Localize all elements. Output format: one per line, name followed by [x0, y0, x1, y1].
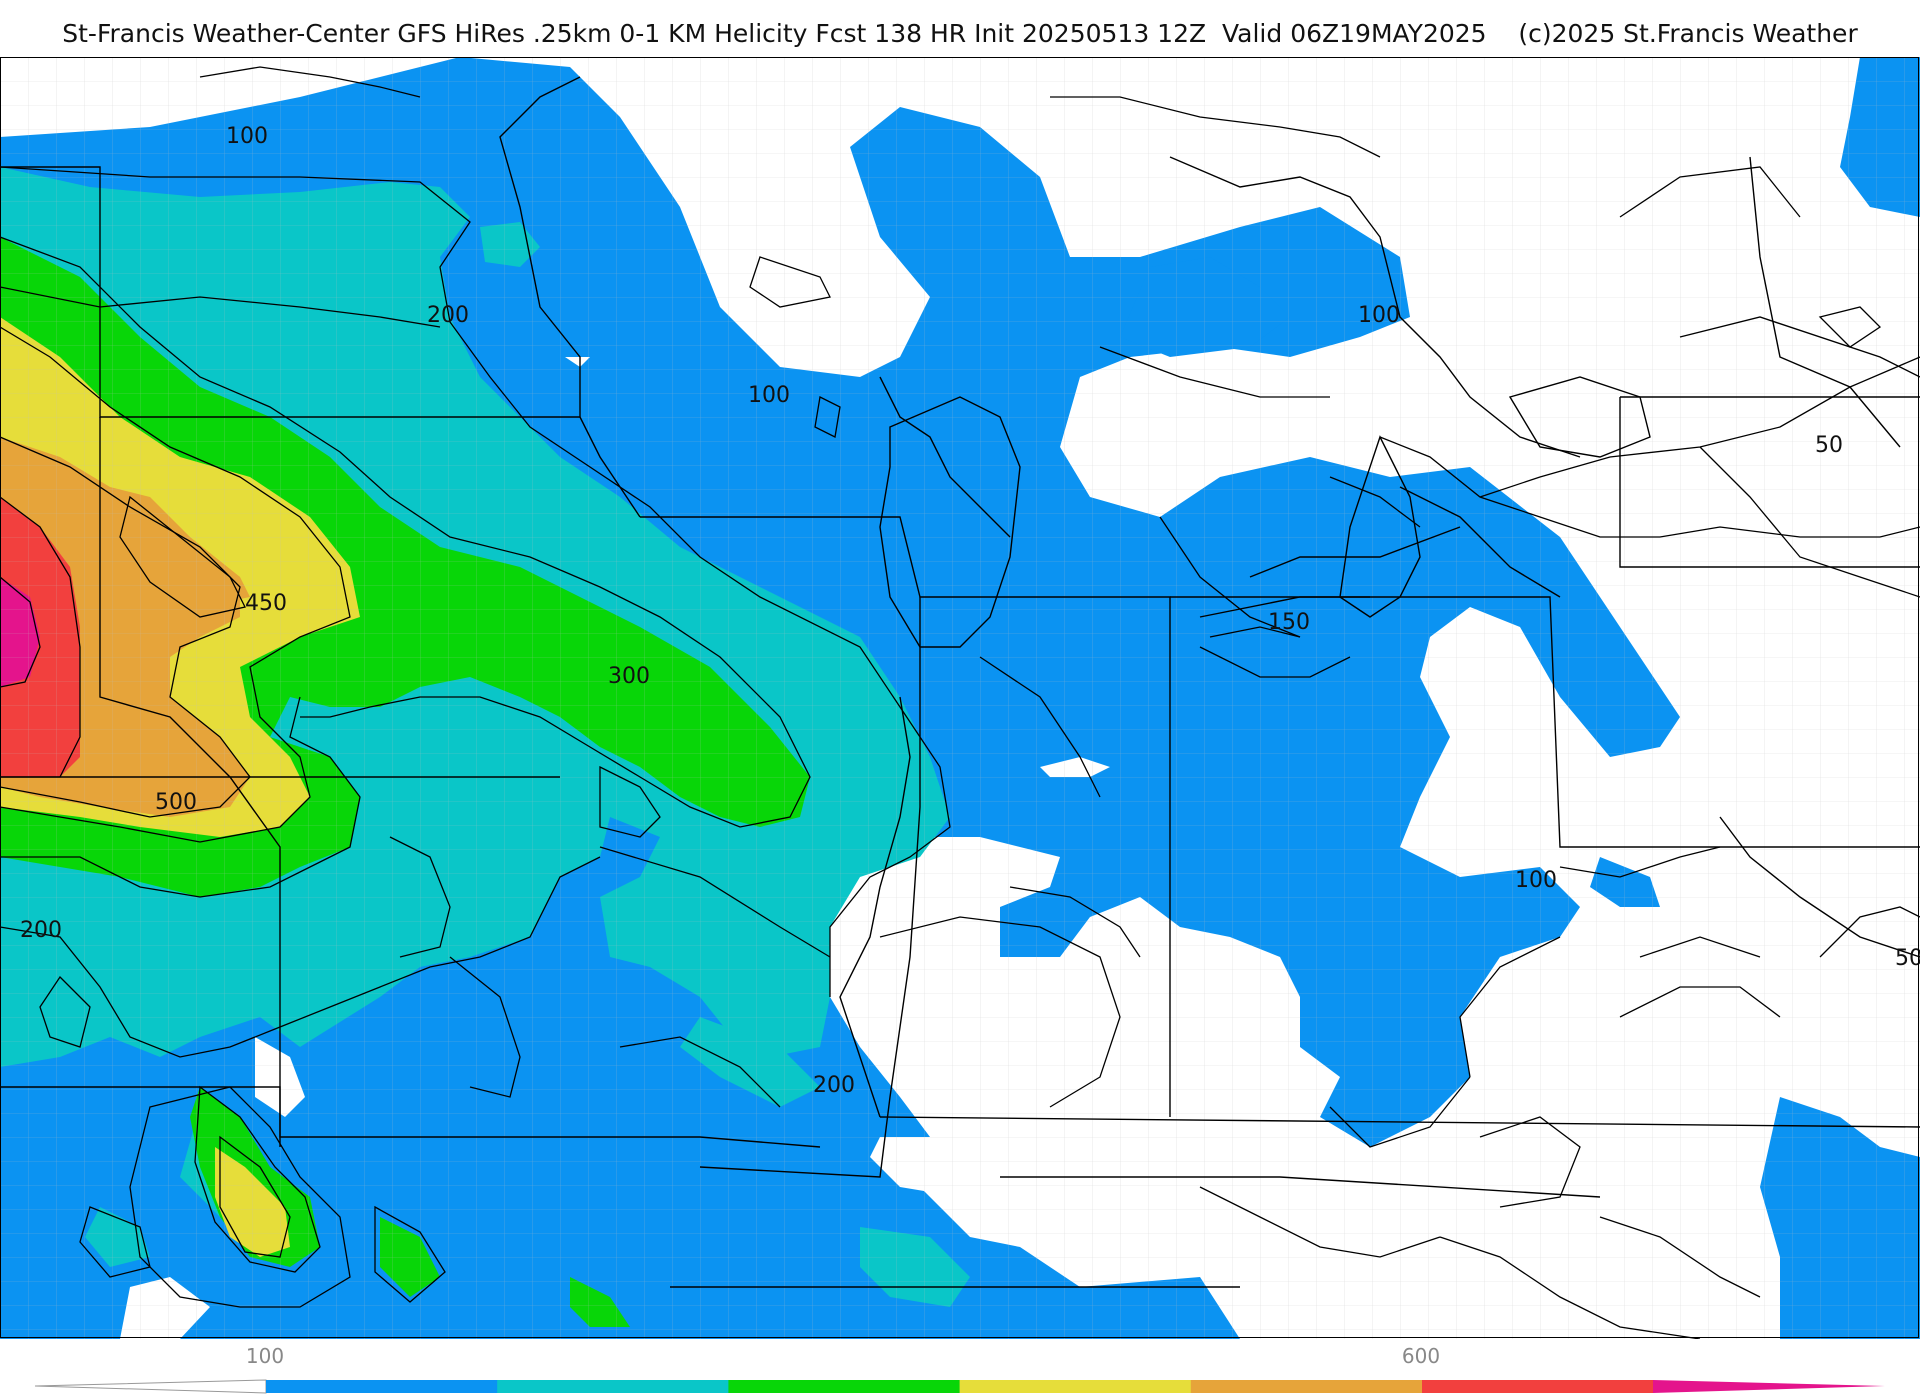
contour-label: 200 — [813, 1073, 855, 1098]
legend-tick-600: 600 — [1402, 1344, 1440, 1368]
contour-label: 100 — [748, 383, 790, 408]
contour-label: 200 — [20, 918, 62, 943]
county-lines — [0, 57, 1920, 1339]
contour-label: 50 — [1815, 433, 1843, 458]
contour-label: 450 — [245, 591, 287, 616]
contour-label: 300 — [608, 664, 650, 689]
great-lakes-outline — [879, 316, 1920, 648]
contour-labels: 100 200 100 100 50 450 300 150 500 100 2… — [20, 124, 1920, 1098]
contour-label: 50 — [1895, 946, 1920, 971]
contour-label: 200 — [427, 303, 469, 328]
legend-bin — [497, 1380, 729, 1393]
contour-label: 100 — [1515, 868, 1557, 893]
state-borders — [0, 76, 1920, 1288]
helicity-map: 100 200 100 100 50 450 300 150 500 100 2… — [0, 57, 1920, 1339]
contour-label: 500 — [155, 790, 197, 815]
legend-bin — [266, 1380, 498, 1393]
contour-label: 150 — [1268, 610, 1310, 635]
contour-label: 100 — [1358, 303, 1400, 328]
color-legend: 100 600 — [34, 1344, 1885, 1394]
legend-bin — [1422, 1380, 1654, 1393]
legend-high-arrow — [1653, 1380, 1885, 1393]
legend-tick-100: 100 — [246, 1344, 284, 1368]
contour-label: 100 — [226, 124, 268, 149]
legend-bin — [1190, 1380, 1423, 1393]
map-title: St-Francis Weather-Center GFS HiRes .25k… — [62, 19, 1858, 48]
legend-bin — [728, 1380, 961, 1393]
legend-bins — [266, 1380, 1654, 1393]
legend-low-arrow — [34, 1379, 267, 1394]
legend-bin — [959, 1380, 1192, 1393]
helicity-contours — [0, 66, 1920, 1339]
